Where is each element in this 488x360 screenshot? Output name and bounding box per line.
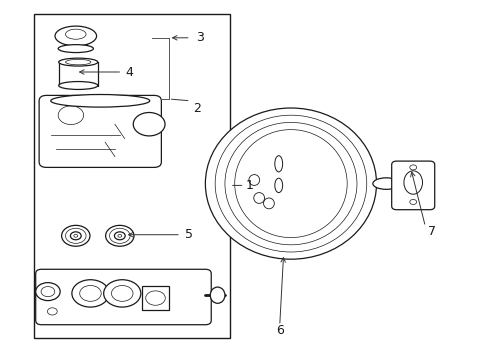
- Ellipse shape: [114, 232, 125, 240]
- Ellipse shape: [215, 115, 366, 252]
- Ellipse shape: [263, 198, 274, 209]
- Circle shape: [52, 102, 89, 129]
- Circle shape: [58, 106, 83, 125]
- Text: 2: 2: [193, 102, 201, 114]
- Ellipse shape: [118, 234, 122, 237]
- Circle shape: [103, 280, 141, 307]
- Text: 7: 7: [427, 225, 435, 238]
- Ellipse shape: [133, 112, 164, 136]
- Text: 5: 5: [184, 228, 192, 241]
- Ellipse shape: [58, 45, 93, 53]
- Bar: [142, 286, 168, 310]
- Ellipse shape: [55, 26, 96, 46]
- Circle shape: [145, 291, 165, 305]
- Text: 1: 1: [245, 179, 253, 192]
- Ellipse shape: [205, 108, 376, 259]
- Circle shape: [47, 308, 57, 315]
- Text: 3: 3: [195, 31, 203, 44]
- Ellipse shape: [253, 193, 264, 203]
- Ellipse shape: [403, 171, 422, 194]
- Circle shape: [409, 199, 416, 204]
- Circle shape: [36, 283, 60, 301]
- Bar: [34, 14, 229, 338]
- Ellipse shape: [105, 225, 134, 246]
- Ellipse shape: [59, 82, 98, 90]
- Ellipse shape: [372, 178, 399, 189]
- Ellipse shape: [224, 122, 356, 245]
- Ellipse shape: [74, 234, 78, 237]
- FancyBboxPatch shape: [39, 95, 161, 167]
- Text: 6: 6: [275, 324, 283, 337]
- FancyBboxPatch shape: [391, 161, 434, 210]
- Ellipse shape: [248, 175, 259, 185]
- Ellipse shape: [210, 287, 224, 303]
- Circle shape: [409, 165, 416, 170]
- Circle shape: [80, 285, 101, 301]
- Ellipse shape: [274, 156, 282, 172]
- Circle shape: [41, 287, 55, 297]
- Circle shape: [72, 280, 109, 307]
- Ellipse shape: [59, 58, 98, 66]
- Ellipse shape: [61, 225, 90, 246]
- Circle shape: [111, 285, 133, 301]
- Ellipse shape: [234, 130, 346, 238]
- Ellipse shape: [51, 95, 149, 107]
- FancyBboxPatch shape: [36, 269, 211, 325]
- Ellipse shape: [70, 232, 81, 240]
- Text: 4: 4: [125, 66, 133, 78]
- Ellipse shape: [274, 178, 282, 193]
